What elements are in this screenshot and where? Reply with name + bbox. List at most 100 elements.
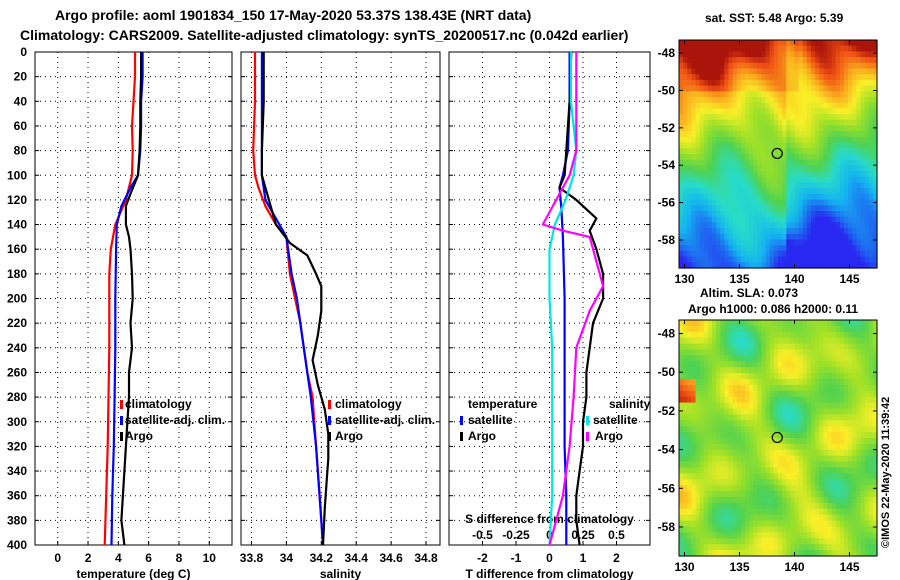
map-cell [695, 432, 701, 439]
map-cell [716, 211, 721, 218]
map-cell [839, 205, 845, 212]
map-cell [712, 538, 717, 545]
map-y-tick-label: -52 [658, 404, 676, 418]
map-cell [835, 467, 841, 474]
map-cell [745, 390, 750, 398]
map-cell [679, 532, 684, 539]
map-cell [728, 343, 734, 351]
map-cell [703, 233, 709, 241]
map-cell [860, 396, 866, 404]
map-cell [819, 45, 824, 52]
map-cell [778, 379, 783, 386]
map-cell [827, 165, 833, 172]
map-cell [707, 40, 713, 47]
map-cell [819, 256, 824, 263]
map-cell [720, 396, 725, 404]
map-cell [695, 74, 701, 81]
map-cell [691, 211, 697, 218]
map-cell [798, 331, 804, 339]
map-cell [815, 91, 820, 98]
map-cell [724, 485, 730, 492]
map-cell [736, 62, 742, 70]
map-cell [815, 165, 820, 172]
map-cell [872, 182, 878, 189]
map-cell [815, 205, 820, 212]
map-cell [782, 485, 787, 492]
map-cell [864, 205, 870, 212]
map-cell [745, 119, 750, 127]
map-cell [868, 384, 874, 392]
map-cell [852, 91, 857, 98]
map-cell [864, 148, 870, 155]
map-cell [782, 461, 787, 469]
map-cell [745, 136, 750, 144]
map-cell [687, 51, 692, 58]
map-cell [786, 108, 791, 115]
map-cell [765, 449, 771, 457]
map-cell [835, 256, 841, 263]
map-cell [835, 228, 841, 235]
map-cell [691, 176, 697, 184]
map-cell [707, 373, 713, 380]
map-cell [716, 119, 721, 127]
map-cell [749, 384, 754, 392]
map-cell [765, 438, 771, 445]
map-cell [720, 520, 725, 528]
map-cell [707, 68, 713, 75]
map-cell [712, 514, 717, 522]
map-cell [720, 443, 725, 451]
map-cell [790, 349, 796, 356]
map-cell [864, 438, 870, 445]
map-cell [769, 250, 775, 258]
map-cell [872, 102, 878, 109]
map-cell [835, 502, 841, 510]
map-cell [798, 502, 804, 510]
map-cell [683, 449, 688, 457]
map-cell [695, 479, 701, 486]
map-cell [819, 544, 824, 551]
map-cell [745, 550, 750, 557]
map-cell [720, 199, 725, 206]
map-cell [806, 233, 812, 241]
map-cell [683, 171, 688, 178]
x-tick-label: 2 [613, 551, 620, 565]
map-cell [769, 508, 775, 516]
map-cell [773, 426, 779, 433]
map-cell [827, 384, 833, 392]
map-cell [848, 526, 853, 533]
map-cell [794, 479, 800, 486]
map-cell [827, 402, 833, 410]
map-cell [703, 396, 709, 404]
legend-label-s-argo: Argo [595, 429, 623, 443]
map-cell [769, 331, 775, 339]
map-cell [831, 51, 837, 58]
map-cell [699, 449, 705, 457]
map-cell [728, 256, 734, 263]
map-cell [839, 508, 845, 516]
depth-tick-label: 220 [7, 316, 27, 330]
map-cell [864, 337, 870, 345]
map-cell [786, 125, 791, 132]
map-cell [740, 331, 746, 339]
map-cell [844, 51, 849, 58]
map-cell [782, 373, 787, 380]
map-cell [745, 51, 750, 58]
map-cell [716, 233, 721, 241]
map-cell [806, 228, 812, 235]
map-cell [782, 154, 787, 161]
map-cell [769, 443, 775, 451]
map-cell [848, 361, 853, 368]
map-cell [835, 125, 841, 132]
map-cell [852, 245, 857, 252]
map-cell [724, 51, 730, 58]
map-cell [699, 193, 705, 201]
map-cell [848, 165, 853, 172]
map-cell [712, 74, 717, 81]
map-cell [712, 40, 717, 47]
map-cell [819, 414, 824, 421]
map-cell [753, 182, 758, 189]
map-cell [852, 402, 857, 410]
map-cell [860, 119, 866, 127]
map-cell [740, 402, 746, 410]
map-cell [819, 550, 824, 557]
